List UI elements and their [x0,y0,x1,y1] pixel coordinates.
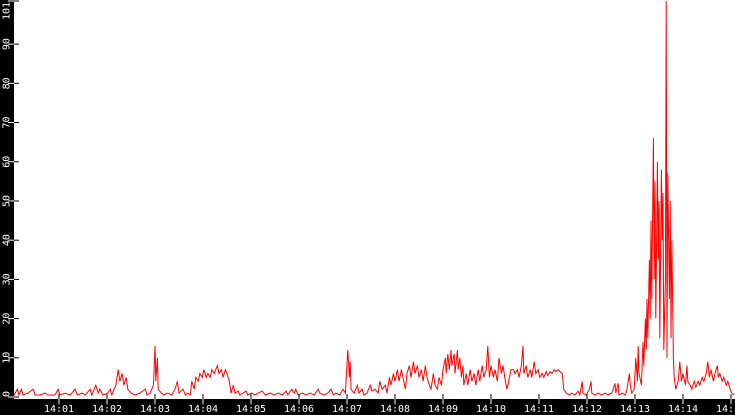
x-tick-label: 14:12 [572,404,602,415]
y-axis-band [0,0,14,415]
x-tick-label: 14:09 [428,404,458,415]
data-series-line [13,0,735,397]
y-tick-label: 0 [2,391,13,397]
x-tick-label: 14:15 [716,404,735,415]
x-tick-label: 14:10 [476,404,506,415]
y-tick-label: 101 [2,2,13,20]
x-tick-label: 14:03 [140,404,170,415]
x-tick-label: 14:11 [524,404,554,415]
y-tick-label: 40 [2,234,13,246]
x-tick-label: 14:05 [236,404,266,415]
y-tick-label: 70 [2,117,13,129]
x-tick-label: 14:08 [380,404,410,415]
x-tick-label: 14:04 [188,404,218,415]
x-tick-label: 14:14 [668,404,698,415]
x-tick-label: 14:07 [332,404,362,415]
x-tick-label: 14:02 [92,404,122,415]
y-tick-label: 20 [2,313,13,325]
x-tick-label: 14:06 [284,404,314,415]
x-tick-label: 14:01 [44,404,74,415]
y-tick-label: 60 [2,156,13,168]
x-tick-label: 14:13 [620,404,650,415]
y-tick-label: 80 [2,77,13,89]
y-tick-label: 30 [2,273,13,285]
y-tick-label: 50 [2,195,13,207]
y-tick-label: 10 [2,352,13,364]
y-tick-label: 90 [2,38,13,50]
x-axis-band [0,399,735,415]
